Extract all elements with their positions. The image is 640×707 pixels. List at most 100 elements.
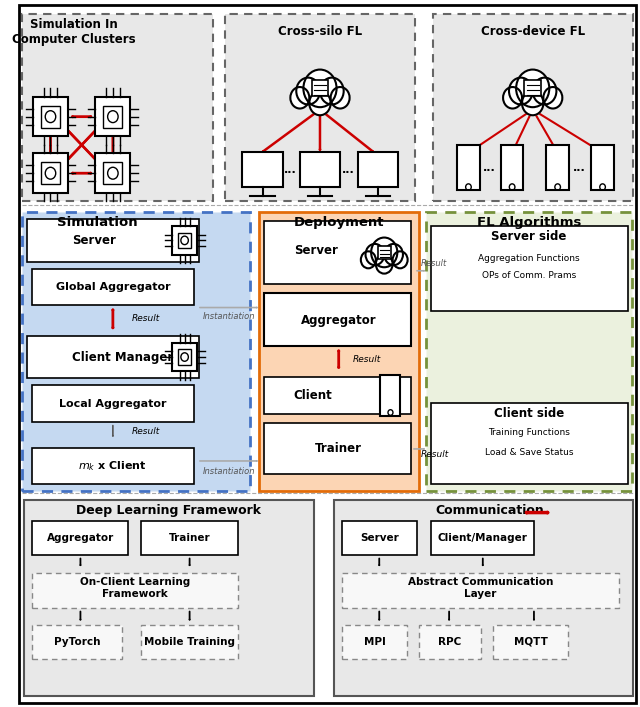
- Text: Load & Save Status: Load & Save Status: [484, 448, 573, 457]
- Text: Client: Client: [294, 389, 333, 402]
- Text: FL Algorithms: FL Algorithms: [477, 216, 581, 229]
- Text: Training Functions: Training Functions: [488, 428, 570, 437]
- Circle shape: [331, 87, 349, 108]
- FancyBboxPatch shape: [41, 106, 60, 127]
- Circle shape: [365, 244, 384, 265]
- FancyBboxPatch shape: [381, 375, 401, 416]
- FancyBboxPatch shape: [264, 293, 411, 346]
- Circle shape: [543, 87, 563, 108]
- FancyBboxPatch shape: [32, 625, 122, 659]
- Circle shape: [532, 78, 556, 105]
- FancyBboxPatch shape: [431, 403, 628, 484]
- FancyBboxPatch shape: [22, 14, 212, 201]
- Circle shape: [522, 91, 543, 115]
- Text: Abstract Communication
Layer: Abstract Communication Layer: [408, 578, 553, 599]
- FancyBboxPatch shape: [334, 500, 632, 696]
- Text: Client side: Client side: [494, 407, 564, 420]
- Text: Cross-silo FL: Cross-silo FL: [278, 25, 362, 38]
- FancyBboxPatch shape: [433, 14, 632, 201]
- Text: Aggregator: Aggregator: [301, 314, 376, 327]
- FancyBboxPatch shape: [178, 233, 191, 248]
- FancyBboxPatch shape: [243, 152, 283, 187]
- FancyBboxPatch shape: [493, 625, 568, 659]
- Text: Server: Server: [72, 234, 116, 247]
- Text: Deep Learning Framework: Deep Learning Framework: [76, 504, 261, 517]
- FancyBboxPatch shape: [300, 152, 340, 187]
- Text: Cross-device FL: Cross-device FL: [481, 25, 585, 38]
- Text: Trainer: Trainer: [169, 533, 211, 543]
- FancyBboxPatch shape: [41, 163, 60, 184]
- Text: OPs of Comm. Prams: OPs of Comm. Prams: [482, 271, 576, 280]
- FancyBboxPatch shape: [264, 423, 411, 474]
- FancyBboxPatch shape: [32, 521, 129, 555]
- Circle shape: [376, 255, 393, 274]
- FancyBboxPatch shape: [431, 521, 534, 555]
- FancyBboxPatch shape: [259, 212, 419, 491]
- FancyBboxPatch shape: [547, 145, 569, 190]
- Text: On-Client Learning
Framework: On-Client Learning Framework: [79, 578, 190, 599]
- FancyBboxPatch shape: [264, 221, 411, 284]
- Text: Client/Manager: Client/Manager: [438, 533, 528, 543]
- Text: Result: Result: [420, 450, 449, 459]
- FancyBboxPatch shape: [141, 521, 237, 555]
- FancyBboxPatch shape: [24, 500, 314, 696]
- Text: RPC: RPC: [438, 637, 461, 647]
- Text: Global Aggregator: Global Aggregator: [56, 282, 170, 292]
- Text: $m_k$ x Client: $m_k$ x Client: [79, 459, 147, 473]
- Text: Simulation: Simulation: [57, 216, 138, 229]
- Text: ...: ...: [342, 165, 355, 175]
- FancyBboxPatch shape: [32, 448, 194, 484]
- FancyBboxPatch shape: [431, 226, 628, 311]
- Text: ...: ...: [573, 163, 585, 173]
- Text: Deployment: Deployment: [294, 216, 384, 229]
- Text: Result: Result: [132, 314, 160, 322]
- FancyBboxPatch shape: [342, 625, 407, 659]
- Text: PyTorch: PyTorch: [54, 637, 100, 647]
- Circle shape: [393, 251, 408, 268]
- Circle shape: [509, 78, 532, 105]
- FancyBboxPatch shape: [22, 212, 250, 491]
- Circle shape: [384, 244, 403, 265]
- Text: ...: ...: [284, 165, 297, 175]
- FancyBboxPatch shape: [178, 349, 191, 365]
- FancyBboxPatch shape: [28, 219, 199, 262]
- Text: Instantiation: Instantiation: [203, 312, 255, 320]
- FancyBboxPatch shape: [524, 81, 541, 96]
- Text: Instantiation: Instantiation: [203, 467, 255, 476]
- FancyBboxPatch shape: [419, 625, 481, 659]
- Text: Server side: Server side: [492, 230, 566, 243]
- FancyBboxPatch shape: [225, 14, 415, 201]
- FancyBboxPatch shape: [501, 145, 524, 190]
- FancyBboxPatch shape: [172, 226, 197, 255]
- Circle shape: [296, 78, 320, 105]
- FancyBboxPatch shape: [32, 573, 237, 608]
- Text: Aggregation Functions: Aggregation Functions: [478, 254, 580, 262]
- Circle shape: [303, 69, 337, 107]
- Text: MQTT: MQTT: [514, 637, 548, 647]
- Text: ...: ...: [483, 163, 495, 173]
- FancyBboxPatch shape: [591, 145, 614, 190]
- Text: Client Manager: Client Manager: [72, 351, 173, 363]
- Circle shape: [503, 87, 522, 108]
- Text: Simulation In
Computer Clusters: Simulation In Computer Clusters: [12, 18, 136, 46]
- FancyBboxPatch shape: [358, 152, 398, 187]
- Text: Mobile Training: Mobile Training: [144, 637, 235, 647]
- Text: Aggregator: Aggregator: [47, 533, 114, 543]
- Text: Communication: Communication: [435, 504, 544, 517]
- FancyBboxPatch shape: [32, 269, 194, 305]
- FancyBboxPatch shape: [342, 573, 620, 608]
- Text: Result: Result: [353, 355, 381, 363]
- FancyBboxPatch shape: [95, 153, 131, 193]
- Text: Server: Server: [360, 533, 399, 543]
- FancyBboxPatch shape: [141, 625, 237, 659]
- Text: MPI: MPI: [364, 637, 386, 647]
- FancyBboxPatch shape: [28, 336, 199, 378]
- FancyBboxPatch shape: [457, 145, 479, 190]
- FancyBboxPatch shape: [33, 153, 68, 193]
- FancyBboxPatch shape: [264, 377, 411, 414]
- FancyBboxPatch shape: [342, 521, 417, 555]
- FancyBboxPatch shape: [95, 97, 131, 136]
- FancyBboxPatch shape: [33, 97, 68, 136]
- Circle shape: [320, 78, 344, 105]
- FancyBboxPatch shape: [378, 246, 391, 259]
